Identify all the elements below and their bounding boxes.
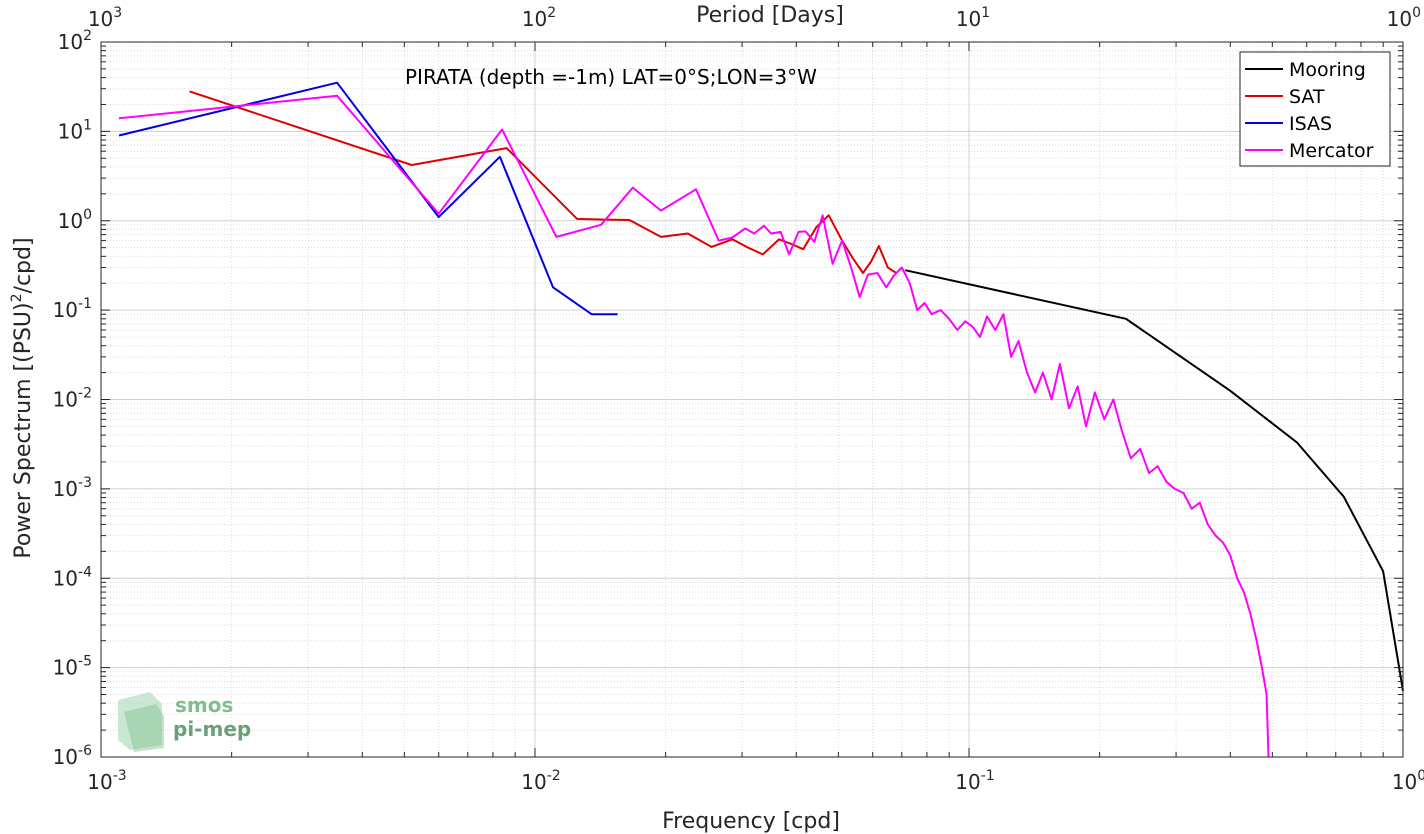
legend-label: Mooring [1289,59,1366,81]
top-tick-labels: 103 102 101 100 [88,5,1421,31]
major-grid [100,41,1404,758]
x-tick-label: 10-2 [521,768,560,794]
y-tick-label: 100 [58,207,92,233]
series-layer [118,81,1404,758]
y-tick-label: 10-4 [53,564,93,590]
legend-label: Mercator [1289,140,1374,162]
y-tick-label: 102 [58,28,92,54]
x-tick-labels: 10-3 10-2 10-1 100 [87,768,1424,794]
y-axis-label-main: Power Spectrum [(PSU) [11,302,36,558]
y-tick-label: 101 [58,117,92,143]
logo-line1: smos [175,693,233,717]
chart-title: PIRATA (depth =-1m) LAT=0°S;LON=3°W [405,65,817,89]
top-tick-label: 103 [88,5,122,31]
top-tick-label: 102 [522,5,556,31]
top-tick-label: 101 [956,5,990,31]
legend-label: SAT [1289,86,1325,108]
top-axis-label: Period [Days] [696,3,844,28]
series-line-mercator [118,94,1270,758]
y-axis-label-superscript: 2 [9,293,25,302]
x-tick-label: 10-3 [87,768,126,794]
tick-marks [100,41,1404,758]
x-tick-label: 100 [1392,768,1424,794]
y-axis-label-tail: /cpd] [11,237,36,293]
y-tick-label: 10-1 [53,296,92,322]
y-tick-label: 10-2 [53,386,92,412]
y-tick-label: 10-6 [53,743,93,769]
y-tick-label: 10-3 [53,475,92,501]
y-tick-label: 10-5 [53,654,92,680]
y-axis-label: Power Spectrum [(PSU)2/cpd] [9,237,36,558]
series-line-isas [118,81,618,316]
series-line-mooring [904,269,1404,691]
smos-pimep-logo: smos pi-mep [118,692,251,752]
logo-line2: pi-mep [173,717,251,741]
x-tick-label: 10-1 [955,768,994,794]
legend: Mooring SAT ISAS Mercator [1239,51,1391,167]
series-line-sat [189,90,897,274]
top-tick-label: 100 [1387,5,1421,31]
legend-label: ISAS [1289,113,1332,135]
y-tick-labels: 102 101 100 10-1 10-2 10-3 10-4 10-5 10-6 [53,28,93,769]
x-axis-label: Frequency [cpd] [662,809,840,834]
